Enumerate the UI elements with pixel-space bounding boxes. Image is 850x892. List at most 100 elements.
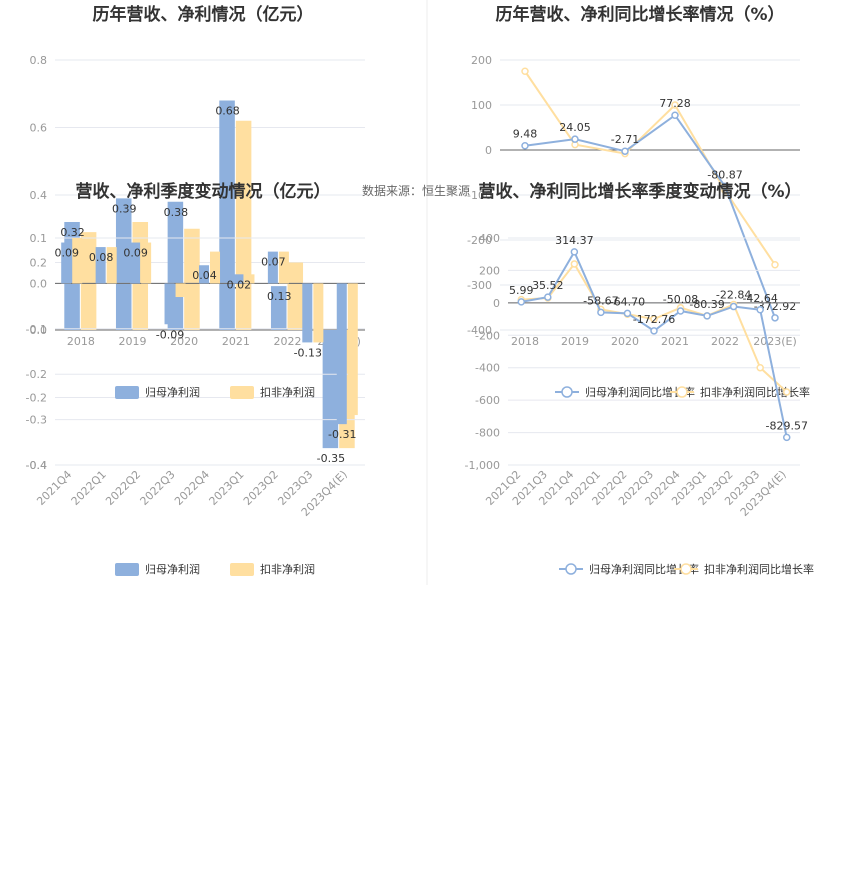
data-label: 314.37 (555, 234, 594, 247)
bar-deducted-profit (184, 228, 200, 330)
data-label: 0.08 (89, 251, 114, 264)
series-point (621, 147, 629, 155)
bar-deducted-profit (210, 251, 221, 284)
y-tick-label: -100 (467, 189, 492, 202)
legend-swatch (115, 563, 139, 576)
chart-title: 历年营收、净利同比增长率情况（%） (495, 4, 784, 25)
series-point (623, 309, 632, 318)
series-line-deducted-profit (524, 70, 776, 266)
y-tick-label: 0 (493, 297, 500, 310)
x-tick-label: 2023(E) (753, 335, 797, 348)
series-point (671, 111, 679, 119)
series-point (771, 314, 779, 322)
data-label: -50.08 (663, 293, 698, 306)
data-label: 24.05 (559, 121, 591, 134)
legend-label: 扣非净利润同比增长率 (704, 562, 814, 576)
y-tick-label: -0.2 (26, 368, 47, 381)
y-tick-label: -0.2 (26, 392, 47, 405)
bar-net-profit (115, 198, 132, 330)
y-tick-label: -600 (475, 394, 500, 407)
series-point (570, 260, 579, 268)
x-tick-label: 2021 (222, 335, 250, 348)
data-label: 0.13 (267, 290, 292, 303)
data-label: 0.07 (261, 256, 286, 269)
data-label: 9.48 (513, 128, 538, 141)
legend-label: 归母净利润同比增长率 (585, 385, 695, 399)
data-label: 0.02 (227, 278, 252, 291)
data-label: -0.35 (317, 452, 345, 465)
data-label: 77.28 (659, 97, 691, 110)
series-line-net-profit (524, 113, 776, 319)
legend-swatch (230, 563, 254, 576)
series-point (756, 363, 764, 372)
legend-item: 归母净利润 (115, 562, 200, 576)
chart-title: 营收、净利季度变动情况（亿元） (76, 181, 331, 202)
series-point (676, 307, 685, 315)
bar-deducted-profit (106, 247, 117, 284)
series-point (729, 302, 738, 311)
y-tick-label: 200 (479, 264, 500, 277)
legend-swatch (230, 386, 254, 399)
series-point (771, 261, 779, 269)
x-tick-label: 2021 (661, 335, 689, 348)
bar-deducted-profit (235, 120, 252, 330)
x-tick-label: 2021Q4 (34, 468, 74, 508)
series-point (544, 293, 552, 301)
x-tick-label: 2022 (711, 335, 739, 348)
data-label: 0.09 (54, 247, 79, 260)
x-tick-label: 2020 (611, 335, 639, 348)
y-tick-label: -200 (475, 329, 500, 342)
data-label: -0.13 (294, 346, 322, 359)
bar-deducted-profit (80, 232, 97, 330)
series-point (571, 135, 579, 143)
bar-deducted-profit (244, 274, 255, 284)
series-point (650, 327, 658, 335)
data-label: -829.57 (765, 419, 807, 432)
bar-net-profit (336, 283, 347, 425)
y-tick-label: -0.4 (26, 459, 47, 472)
legend-swatch-marker (565, 563, 577, 575)
chart-title: 历年营收、净利情况（亿元） (93, 4, 314, 25)
x-tick-label: 2022Q3 (138, 468, 178, 508)
series-point (650, 315, 658, 323)
bar-deducted-profit (287, 262, 304, 330)
bar-net-profit (61, 242, 72, 284)
bar-net-profit (130, 242, 141, 284)
bar-net-profit (164, 283, 175, 325)
series-point (703, 312, 711, 320)
legend-item: 扣非净利润同比增长率 (674, 562, 814, 576)
bar-net-profit (302, 283, 313, 343)
data-label: -80.87 (707, 168, 742, 181)
bar-net-profit (322, 330, 339, 449)
data-label: 35.52 (532, 279, 564, 292)
bar-deducted-profit (72, 238, 83, 284)
x-tick-label: 2022Q4 (172, 468, 212, 508)
y-tick-label: -800 (475, 427, 500, 440)
x-tick-label: 2022Q1 (69, 468, 109, 508)
series-point (521, 67, 529, 75)
bar-net-profit (219, 100, 235, 330)
legend-item: 归母净利润同比增长率 (555, 385, 695, 399)
series-point (721, 182, 729, 191)
bar-deducted-profit (175, 283, 186, 298)
y-tick-label: -400 (467, 324, 492, 337)
legend-label: 归母净利润同比增长率 (589, 562, 699, 576)
legend-label: 归母净利润 (145, 385, 200, 399)
legend-item: 扣非净利润 (230, 562, 315, 576)
y-tick-label: 100 (471, 99, 492, 112)
y-tick-label: -0.1 (26, 323, 47, 336)
data-label: -0.31 (328, 428, 356, 441)
legend-item: 扣非净利润 (230, 385, 315, 399)
legend-label: 扣非净利润 (260, 385, 315, 399)
y-tick-label: -0.3 (26, 414, 47, 427)
series-point (570, 248, 579, 256)
data-label: 0.68 (215, 105, 240, 118)
x-tick-label: 2020 (170, 335, 198, 348)
x-tick-label: 2019 (561, 335, 589, 348)
data-label: -22.84 (716, 289, 751, 302)
data-label: 0.09 (123, 247, 148, 260)
series-point (671, 101, 679, 109)
series-point (517, 298, 526, 306)
y-tick-label: -400 (475, 362, 500, 375)
